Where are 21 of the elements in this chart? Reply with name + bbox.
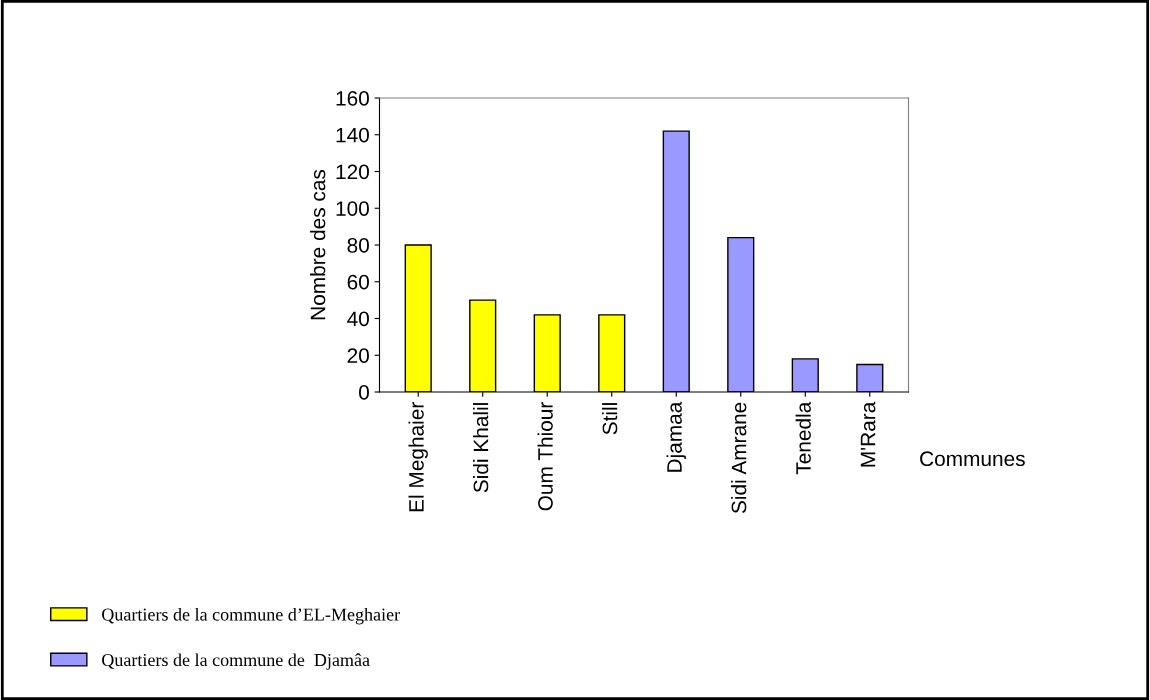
y-tick-label: 40 [347, 311, 369, 327]
legend-label: Quartiers de la commune d’EL-Meghaier [102, 607, 400, 625]
y-tick-label: 120 [336, 164, 369, 180]
y-axis-title: Nombre des cas [310, 169, 326, 320]
y-tick-label: 80 [347, 238, 369, 253]
x-tick-label: Tenedla [795, 401, 811, 475]
x-tick-label: Oum Thiour [537, 402, 553, 511]
y-tick-label: 60 [347, 274, 369, 290]
x-tick-label: Djamaa [666, 401, 686, 472]
x-tick-label: Sidi Khalil [473, 403, 489, 493]
legend-label: Quartiers de la commune de Djamâa [102, 653, 370, 670]
x-axis-title: Communes [920, 451, 1025, 467]
x-tick-label: Still [602, 403, 618, 435]
y-tick-label: 0 [359, 385, 369, 400]
y-tick-label: 100 [336, 201, 369, 216]
x-tick-label: Sidi Amrane [731, 402, 747, 514]
y-tick-label: 20 [347, 348, 369, 363]
x-tick-label: M'Rara [860, 401, 876, 467]
y-tick-label: 160 [336, 91, 369, 106]
y-tick-label: 140 [336, 127, 369, 143]
x-tick-label: El Meghaier [408, 402, 428, 512]
